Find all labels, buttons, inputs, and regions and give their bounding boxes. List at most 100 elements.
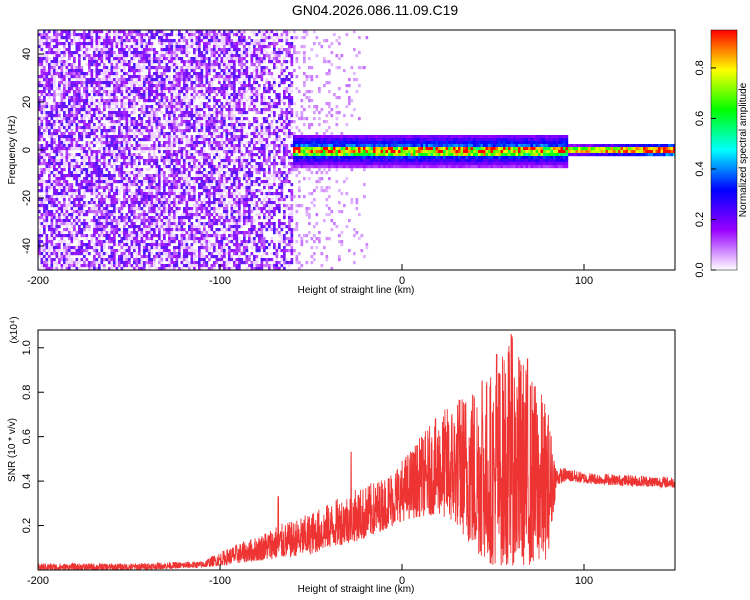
spectrogram-cell — [148, 162, 151, 166]
spectrogram-cell — [58, 249, 61, 253]
spectrogram-cell — [168, 144, 171, 148]
spectrogram-cell — [110, 69, 114, 73]
spectrogram-cell — [170, 93, 174, 97]
spectrogram-cell — [133, 84, 136, 88]
spectrogram-cell — [233, 249, 236, 253]
spectrogram-cell — [40, 114, 44, 118]
spectrogram-cell — [120, 60, 124, 64]
spectrogram-cell — [240, 66, 244, 70]
spectrogram-cell — [168, 204, 171, 208]
spectrogram-cell — [235, 108, 239, 112]
spectrogram-cell — [208, 153, 211, 157]
spectrogram-cell — [95, 213, 99, 217]
spectrogram-cell — [225, 252, 229, 256]
spectrogram-cell — [55, 180, 59, 184]
spectrogram-cell — [50, 225, 54, 229]
spectrogram-cell — [213, 144, 216, 148]
spectrogram-cell — [160, 192, 164, 196]
spectrogram-cell — [205, 129, 209, 133]
spectrogram-cell — [133, 75, 136, 79]
spectrogram-cell — [150, 198, 154, 202]
spectrogram-cell — [183, 81, 186, 85]
spectrogram-cell — [185, 174, 189, 178]
spectrogram-cell — [95, 237, 99, 241]
spectrogram-cell — [108, 138, 111, 142]
spectrogram-cell — [160, 144, 164, 148]
spectrogram-cell — [205, 96, 209, 100]
spectrogram-cell — [58, 219, 61, 223]
spectrogram-cell — [40, 33, 44, 37]
spectrogram-cell — [118, 234, 121, 238]
spectrogram-cell — [108, 84, 111, 88]
spectrogram-cell — [155, 162, 159, 166]
spectrogram-cell — [185, 30, 189, 34]
spectrogram-cell — [243, 45, 246, 49]
spectrogram-cell — [195, 36, 199, 40]
spectrogram-cell — [148, 189, 151, 193]
spectrogram-cell — [183, 219, 186, 223]
spectrogram-cell — [200, 114, 204, 118]
spectrogram-cell — [203, 114, 206, 118]
spectrogram-cell — [238, 123, 241, 127]
spectrogram-cell — [168, 99, 171, 103]
spectrogram-cell — [215, 231, 219, 235]
spectrogram-cell — [65, 60, 69, 64]
spectrogram-cell — [223, 36, 226, 40]
spectrogram-cell — [165, 135, 169, 139]
spectrogram-cell — [153, 48, 156, 52]
spectrogram-cell — [198, 33, 201, 37]
spectrogram-cell — [168, 201, 171, 205]
spectrogram-cell — [165, 111, 169, 115]
spectrogram-cell — [150, 90, 154, 94]
spectrogram-cell — [50, 60, 54, 64]
spectrogram-cell — [63, 168, 66, 172]
spectrogram-cell — [140, 267, 144, 270]
spectrogram-cell — [228, 84, 231, 88]
spectrogram-cell — [75, 81, 79, 85]
spectrogram-cell — [43, 42, 46, 46]
spectrogram-cell — [208, 165, 211, 169]
spectrogram-cell — [50, 228, 54, 232]
spectrogram-cell — [68, 75, 71, 79]
spectrogram-cell — [170, 231, 174, 235]
spectrogram-cell — [118, 84, 121, 88]
spectrogram-cell — [68, 231, 71, 235]
spectrogram-cell — [193, 192, 196, 196]
spectrogram-cell — [123, 225, 126, 229]
spectrogram-cell — [65, 210, 69, 214]
spectrogram-cell — [220, 234, 224, 238]
spectrogram-cell — [98, 39, 101, 43]
spectrogram-cell — [188, 249, 191, 253]
spectrogram-cell — [100, 87, 104, 91]
spectrogram-cell — [175, 66, 179, 70]
spectrogram-cell — [210, 192, 214, 196]
spectrogram-cell — [210, 246, 214, 250]
spectrogram-cell — [210, 54, 214, 58]
spectrogram-cell — [240, 114, 244, 118]
spectrogram-cell — [168, 249, 171, 253]
spectrogram-cell — [155, 60, 159, 64]
spectrogram-cell — [188, 72, 191, 76]
spectrogram-cell — [108, 246, 111, 250]
spectrogram-cell — [220, 189, 224, 193]
spectrogram-cell — [158, 42, 161, 46]
spectrogram-cell — [53, 168, 56, 172]
spectrogram-cell — [105, 132, 109, 136]
spectrogram-cell — [223, 249, 226, 253]
spectrogram-cell — [55, 54, 59, 58]
spectrogram-cell — [130, 165, 134, 169]
spectrogram-cell — [60, 72, 64, 76]
spectrogram-cell — [98, 114, 101, 118]
spectrogram-cell — [65, 222, 69, 226]
spectrogram-cell — [60, 30, 64, 34]
spectrogram-cell — [45, 258, 49, 262]
spectrogram-cell — [175, 108, 179, 112]
spectrogram-cell — [118, 144, 121, 148]
spectrogram-cell — [203, 54, 206, 58]
spectrogram-cell — [138, 258, 141, 262]
spectrogram-cell — [173, 204, 176, 208]
spectrogram-cell — [73, 201, 76, 205]
spectrogram-cell — [175, 33, 179, 37]
spectrogram-cell — [220, 204, 224, 208]
spectrogram-cell — [55, 168, 59, 172]
